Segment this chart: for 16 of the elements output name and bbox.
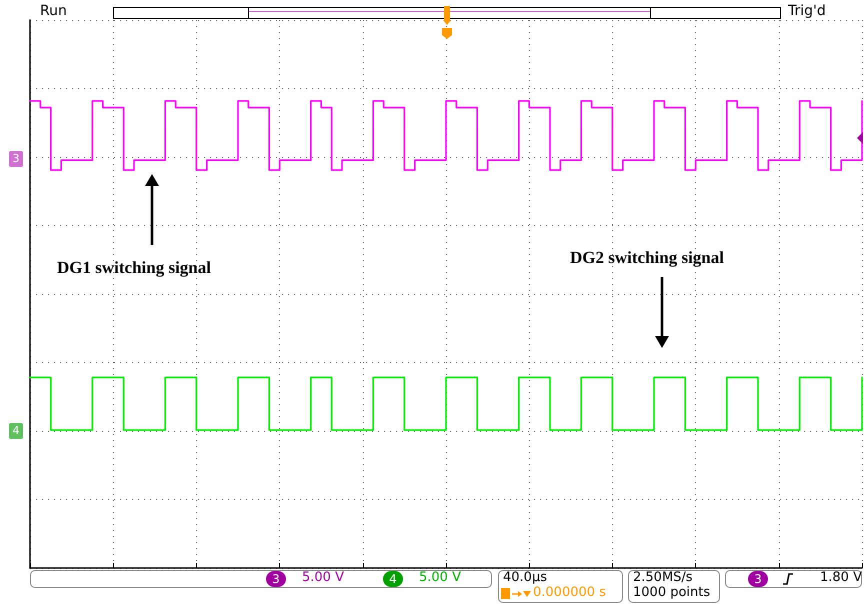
text: 5.00 V (419, 570, 461, 586)
text: Run (40, 3, 67, 19)
text: 3 (9, 151, 23, 167)
annotation: DG1 switching signal (57, 258, 211, 277)
annotation: DG2 switching signal (570, 248, 724, 267)
text: 1000 points (633, 585, 710, 601)
text: 40.0µs (503, 570, 547, 586)
text: 1.80 V (820, 570, 862, 586)
text: 4 (383, 571, 403, 587)
text: 4 (9, 423, 23, 439)
text: 2.50MS/s (633, 570, 693, 586)
text: 3 (748, 571, 768, 587)
text: 0.000000 s (533, 585, 606, 601)
text: 3 (266, 571, 286, 587)
text: 5.00 V (302, 570, 344, 586)
text: Trig'd (788, 3, 826, 19)
